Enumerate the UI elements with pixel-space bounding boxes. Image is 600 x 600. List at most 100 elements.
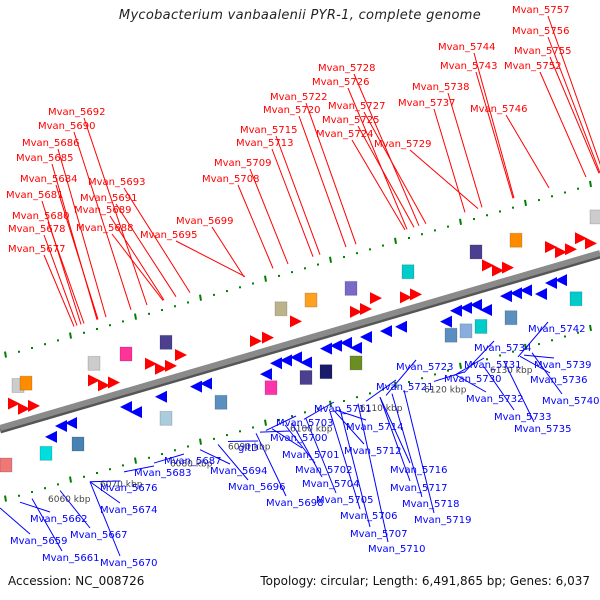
reverse-gene-arrow[interactable]: [130, 406, 142, 419]
forward-gene-label[interactable]: Mvan_5744: [438, 42, 495, 53]
forward-gene-label[interactable]: Mvan_5738: [412, 82, 469, 93]
reverse-gene-arrow[interactable]: [470, 298, 482, 311]
forward-gene-arrow[interactable]: [145, 357, 157, 370]
forward-gene-label[interactable]: Mvan_5728: [318, 63, 375, 74]
forward-gene-label[interactable]: Mvan_5724: [316, 129, 373, 140]
reverse-gene-label[interactable]: gltD: [238, 443, 259, 454]
forward-gene-label[interactable]: Mvan_5677: [8, 244, 65, 255]
reverse-gene-label[interactable]: Mvan_5698: [266, 498, 323, 509]
reverse-gene-label[interactable]: Mvan_5710: [368, 544, 425, 555]
forward-gene-arrow[interactable]: [555, 246, 567, 259]
forward-gene-label[interactable]: Mvan_5746: [470, 104, 527, 115]
reverse-gene-label[interactable]: Mvan_5736: [530, 375, 587, 386]
reverse-gene-arrow[interactable]: [380, 325, 392, 338]
reverse-gene-label[interactable]: Mvan_5696: [228, 482, 285, 493]
forward-gene-label[interactable]: Mvan_5681: [6, 190, 63, 201]
forward-gene-arrow[interactable]: [88, 374, 100, 387]
forward-gene-arrow[interactable]: [482, 259, 494, 272]
reverse-gene-arrow[interactable]: [55, 419, 67, 432]
feature-box[interactable]: [459, 323, 473, 339]
forward-gene-label[interactable]: Mvan_5678: [8, 224, 65, 235]
reverse-gene-label[interactable]: Mvan_5733: [494, 412, 551, 423]
reverse-gene-arrow[interactable]: [440, 315, 452, 328]
forward-gene-label[interactable]: Mvan_5722: [270, 92, 327, 103]
feature-box[interactable]: [159, 334, 173, 350]
forward-gene-arrow[interactable]: [28, 399, 40, 412]
forward-gene-arrow[interactable]: [492, 264, 504, 277]
forward-gene-label[interactable]: Mvan_5709: [214, 158, 271, 169]
reverse-gene-label[interactable]: Mvan_5717: [390, 483, 447, 494]
forward-gene-label[interactable]: Mvan_5684: [20, 174, 77, 185]
forward-gene-label[interactable]: Mvan_5725: [322, 115, 379, 126]
forward-gene-label[interactable]: Mvan_5691: [80, 193, 137, 204]
feature-box[interactable]: [0, 457, 13, 473]
feature-box[interactable]: [304, 292, 318, 308]
forward-gene-label[interactable]: Mvan_5757: [512, 5, 569, 16]
forward-gene-arrow[interactable]: [575, 232, 587, 245]
reverse-gene-label[interactable]: Mvan_5676: [100, 483, 157, 494]
reverse-gene-label[interactable]: Mvan_5670: [100, 558, 157, 569]
feature-box[interactable]: [474, 318, 488, 334]
reverse-gene-arrow[interactable]: [450, 304, 462, 317]
forward-gene-label[interactable]: Mvan_5737: [398, 98, 455, 109]
feature-box[interactable]: [401, 264, 415, 280]
reverse-gene-label[interactable]: Mvan_5740: [542, 396, 599, 407]
forward-gene-arrow[interactable]: [400, 291, 412, 304]
reverse-gene-label[interactable]: Mvan_5674: [100, 505, 157, 516]
reverse-gene-arrow[interactable]: [545, 277, 557, 290]
forward-gene-arrow[interactable]: [165, 359, 177, 372]
reverse-gene-label[interactable]: Mvan_5714: [346, 422, 403, 433]
forward-gene-arrow[interactable]: [410, 288, 422, 301]
forward-gene-label[interactable]: Mvan_5692: [48, 107, 105, 118]
forward-gene-label[interactable]: Mvan_5680: [12, 211, 69, 222]
reverse-gene-label[interactable]: Mvan_5667: [70, 530, 127, 541]
reverse-gene-arrow[interactable]: [45, 430, 57, 443]
reverse-gene-arrow[interactable]: [280, 354, 292, 367]
reverse-gene-arrow[interactable]: [65, 417, 77, 430]
forward-gene-arrow[interactable]: [175, 348, 187, 361]
reverse-gene-arrow[interactable]: [155, 390, 167, 403]
feature-box[interactable]: [319, 364, 333, 380]
forward-gene-label[interactable]: Mvan_5729: [374, 139, 431, 150]
reverse-gene-label[interactable]: Mvan_5705: [316, 495, 373, 506]
forward-gene-arrow[interactable]: [360, 303, 372, 315]
feature-box[interactable]: [71, 436, 85, 452]
feature-box[interactable]: [299, 370, 313, 385]
reverse-gene-arrow[interactable]: [270, 357, 282, 370]
reverse-gene-label[interactable]: Mvan_5731: [464, 360, 521, 371]
reverse-gene-label[interactable]: Mvan_5707: [350, 529, 407, 540]
forward-gene-arrow[interactable]: [155, 362, 167, 375]
forward-gene-arrow[interactable]: [8, 397, 20, 410]
reverse-gene-label[interactable]: Mvan_5718: [402, 499, 459, 510]
forward-gene-arrow[interactable]: [350, 305, 362, 318]
feature-box[interactable]: [274, 301, 288, 317]
reverse-gene-label[interactable]: Mvan_5662: [30, 514, 87, 525]
forward-gene-label[interactable]: Mvan_5752: [504, 61, 561, 72]
feature-box[interactable]: [214, 394, 228, 410]
forward-gene-label[interactable]: Mvan_5727: [328, 101, 385, 112]
reverse-gene-arrow[interactable]: [200, 377, 212, 390]
feature-box[interactable]: [39, 445, 53, 461]
reverse-gene-label[interactable]: Mvan_5659: [10, 536, 67, 547]
forward-gene-label[interactable]: Mvan_5685: [16, 153, 73, 164]
forward-gene-label[interactable]: Mvan_5713: [236, 138, 293, 149]
forward-gene-arrow[interactable]: [565, 243, 577, 256]
reverse-gene-arrow[interactable]: [120, 401, 132, 413]
reverse-gene-label[interactable]: Mvan_5712: [344, 446, 401, 457]
forward-gene-arrow[interactable]: [585, 237, 597, 250]
reverse-gene-label[interactable]: Mvan_5683: [134, 468, 191, 479]
reverse-gene-label[interactable]: Mvan_5661: [42, 553, 99, 564]
feature-box[interactable]: [344, 280, 358, 296]
reverse-gene-label[interactable]: Mvan_5739: [534, 360, 591, 371]
reverse-gene-arrow[interactable]: [260, 368, 272, 381]
reverse-gene-label[interactable]: Mvan_5711: [314, 404, 371, 415]
forward-gene-label[interactable]: Mvan_5720: [263, 105, 320, 116]
reverse-gene-arrow[interactable]: [520, 284, 532, 297]
forward-gene-label[interactable]: Mvan_5695: [140, 230, 197, 241]
reverse-gene-arrow[interactable]: [290, 351, 302, 364]
reverse-gene-label[interactable]: Mvan_5735: [514, 424, 571, 435]
forward-gene-arrow[interactable]: [98, 379, 110, 392]
reverse-gene-arrow[interactable]: [340, 336, 352, 349]
forward-gene-arrow[interactable]: [108, 376, 120, 389]
reverse-gene-label[interactable]: Mvan_5732: [466, 394, 523, 405]
